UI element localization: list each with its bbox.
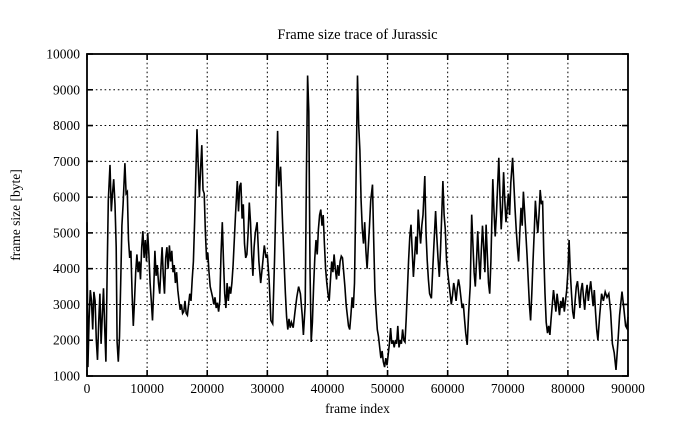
y-tick-label: 5000 xyxy=(53,225,80,240)
x-tick-label: 10000 xyxy=(130,381,164,396)
trace-line xyxy=(86,75,629,370)
x-tick-label: 20000 xyxy=(190,381,224,396)
x-axis-label: frame index xyxy=(325,401,390,416)
y-tick-label: 4000 xyxy=(53,261,80,276)
y-tick-label: 6000 xyxy=(53,190,80,205)
y-axis-label: frame size [byte] xyxy=(8,169,23,261)
x-tick-label: 70000 xyxy=(491,381,525,396)
y-tick-label: 9000 xyxy=(53,82,80,97)
x-tick-label: 60000 xyxy=(431,381,465,396)
x-tick-label: 90000 xyxy=(611,381,645,396)
x-tick-label: 0 xyxy=(84,381,91,396)
y-tick-label: 1000 xyxy=(53,369,80,384)
x-tick-label: 40000 xyxy=(311,381,345,396)
chart-title: Frame size trace of Jurassic xyxy=(277,27,438,43)
y-tick-label: 3000 xyxy=(53,297,80,312)
x-tick-label: 30000 xyxy=(250,381,284,396)
y-tick-label: 2000 xyxy=(53,333,80,348)
plot-border xyxy=(86,53,629,377)
x-tick-label: 50000 xyxy=(371,381,405,396)
y-tick-label: 8000 xyxy=(53,118,80,133)
y-tick-label: 10000 xyxy=(46,47,80,62)
y-tick-label: 7000 xyxy=(53,154,80,169)
x-tick-label: 80000 xyxy=(551,381,585,396)
